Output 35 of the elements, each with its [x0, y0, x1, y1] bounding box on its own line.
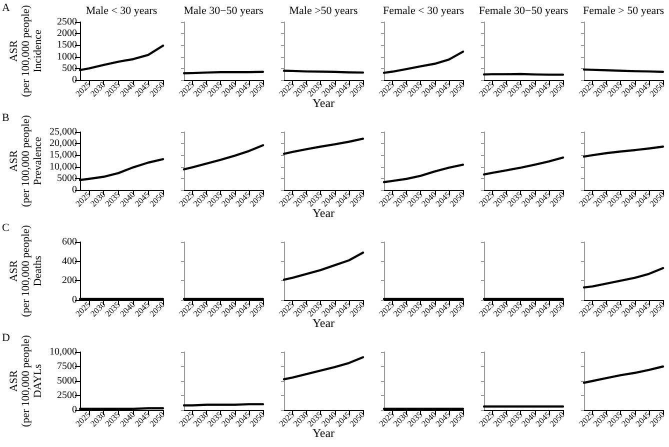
y-tick-label: 1000 [57, 51, 77, 62]
text: D [2, 332, 10, 344]
y-tick-label: 15,000 [50, 150, 77, 161]
x-axis-title: Year [312, 206, 335, 220]
text: B [2, 112, 10, 124]
y-tick-label: 10,000 [50, 346, 77, 358]
chart-title: Male 30−50 years [184, 5, 264, 18]
y-tick-label: 2500 [57, 390, 77, 401]
y-axis-title: ASR (per 100,000 people) DAYLs [8, 334, 44, 427]
chart-title: Male < 30 years [86, 5, 158, 18]
y-axis-title: ASR (per 100,000 people) Incidence [8, 4, 44, 97]
y-tick-label: 2000 [57, 28, 77, 40]
chart-title: Male >50 years [289, 5, 358, 18]
y-tick-label: 200 [62, 275, 77, 286]
y-tick-label: 7500 [57, 361, 77, 372]
x-axis-title: Year [312, 426, 335, 440]
y-tick-label: 400 [62, 256, 77, 267]
y-tick-label: 500 [62, 62, 77, 74]
y-axis-title: ASR (per 100,000 people) Prevalence [8, 114, 44, 207]
text: C [2, 222, 10, 234]
text: A [2, 2, 10, 14]
y-tick-label: 5000 [57, 376, 77, 386]
y-axis-title: ASR (per 100,000 people) Deaths [8, 224, 44, 317]
y-tick-label: 2500 [57, 16, 77, 28]
chart-title: Female 30−50 years [478, 5, 568, 18]
chart-title: Female < 30 years [382, 5, 464, 18]
y-tick-label: 1500 [57, 40, 77, 51]
chart-title: Female > 50 years [582, 5, 664, 18]
y-tick-label: 10,000 [50, 161, 77, 172]
y-tick-label: 25,000 [50, 126, 77, 138]
y-tick-label: 20,000 [50, 138, 77, 150]
x-axis-title: Year [312, 96, 335, 110]
y-tick-label: 5000 [57, 172, 77, 184]
x-axis-title: Year [312, 316, 335, 330]
y-tick-label: 600 [62, 236, 77, 248]
